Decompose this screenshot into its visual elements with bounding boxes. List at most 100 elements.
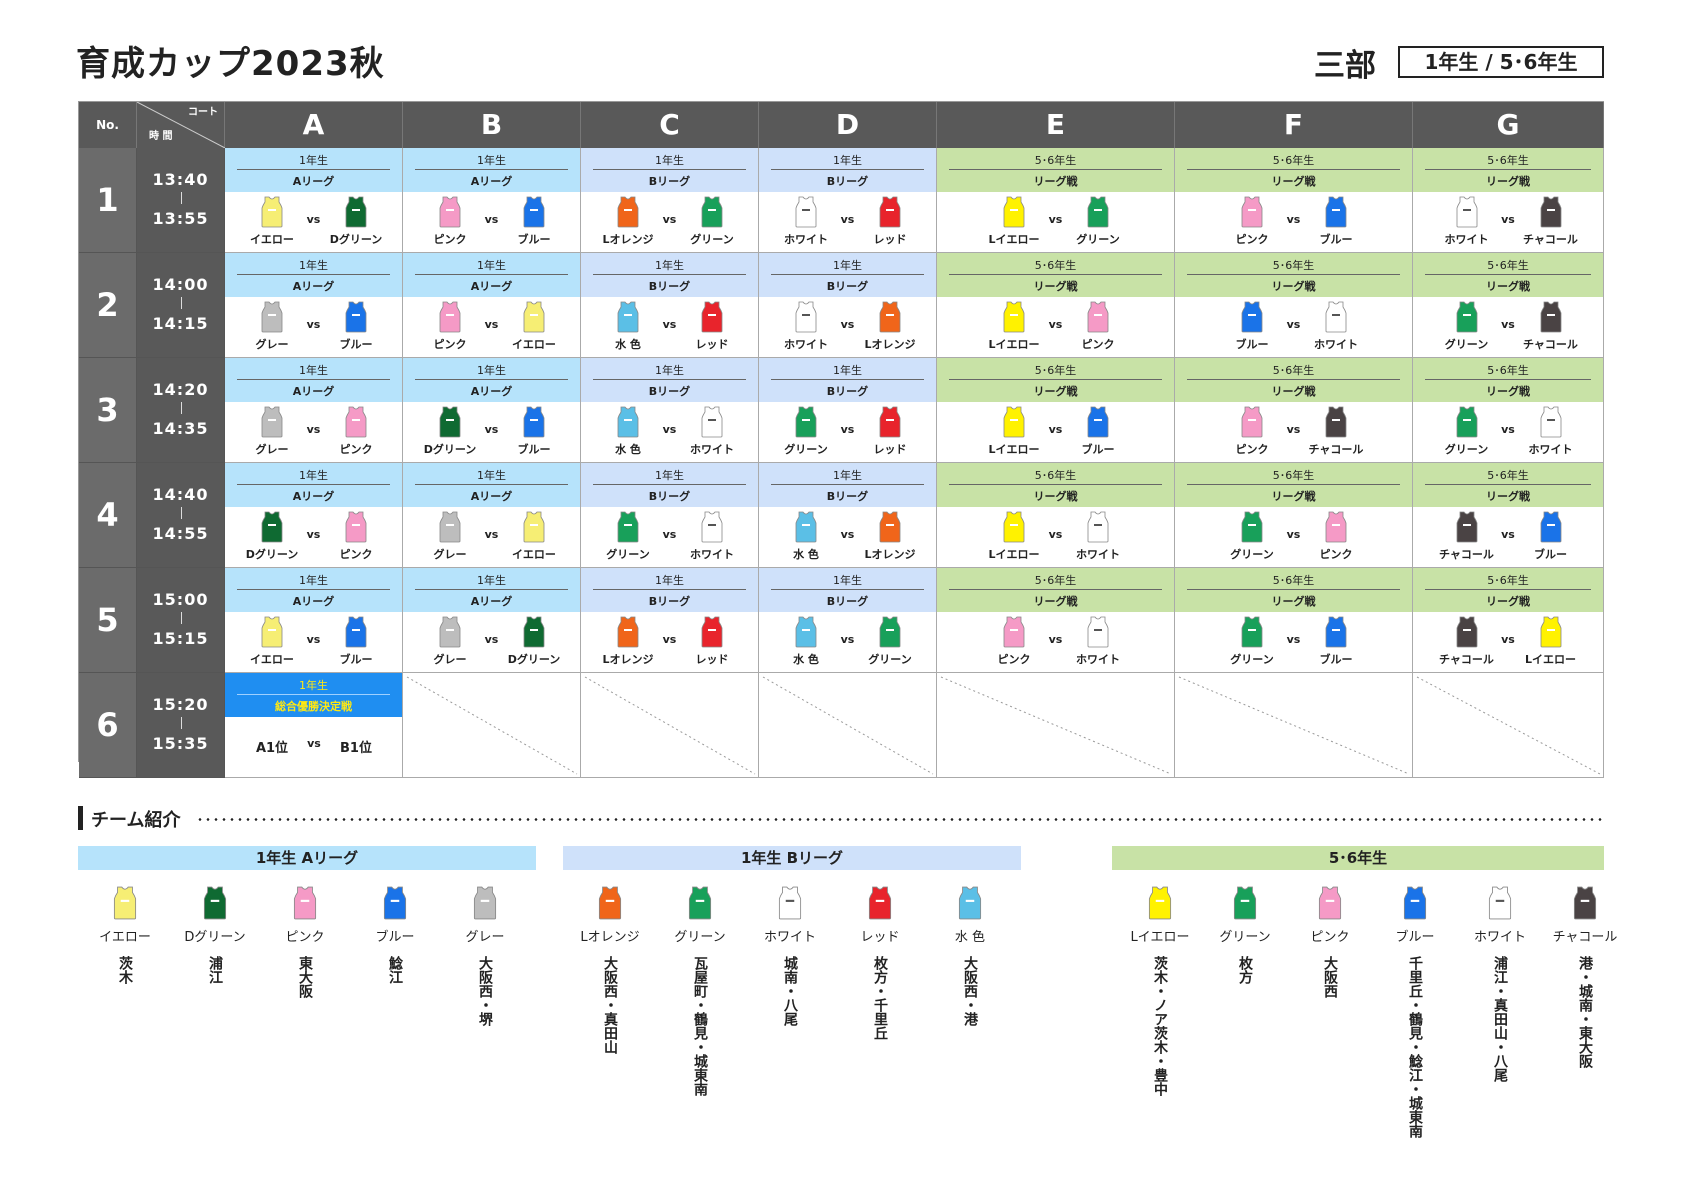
vs-label: vs [840, 633, 855, 646]
away-team-label: チャコール [1523, 338, 1578, 351]
away-bib-icon [344, 196, 368, 232]
league-band: 5･6年生 リーグ戦 [937, 148, 1174, 192]
match-cell: 5･6年生 リーグ戦 グリーン チャコール vs [1413, 253, 1604, 358]
match-cell: 1年生 Bリーグ水 色 Lオレンジ vs [759, 463, 937, 568]
away-bib-icon [522, 511, 546, 547]
away-bib-icon [700, 406, 724, 442]
end-time: 13:55 [152, 209, 209, 228]
team-bib-icon [292, 886, 318, 924]
home-bib-icon [260, 511, 284, 547]
home-bib-icon [1455, 616, 1479, 652]
grade-label: 5･6年生 [1272, 259, 1315, 272]
league-label: Bリーグ [826, 595, 869, 608]
away-team-label: レッド [695, 338, 729, 351]
home-bib-icon [260, 196, 284, 232]
empty-slot-diagonal [940, 676, 1172, 775]
league-label: Aリーグ [470, 490, 513, 503]
league-label: Bリーグ [826, 385, 869, 398]
away-bib-icon [522, 406, 546, 442]
vs-label: vs [1286, 528, 1301, 541]
band-divider [593, 589, 746, 590]
away-bib-icon [700, 301, 724, 337]
league-band: 5･6年生 リーグ戦 [1175, 148, 1412, 192]
vs-label: vs [1501, 318, 1515, 331]
match-cell: 1年生 Aリーグ イエロー ブルー vs [225, 568, 403, 673]
time-slot: 15:20 15:35 [137, 673, 225, 778]
team-schools: 茨木 [117, 956, 133, 984]
band-divider [237, 694, 390, 695]
away-team-label: ホワイト [1528, 443, 1573, 456]
vs-label: vs [306, 318, 321, 331]
band-divider [1425, 484, 1591, 485]
band-divider [1425, 379, 1591, 380]
league-label: Bリーグ [648, 490, 691, 503]
team-name: グリーン [674, 930, 726, 945]
home-team-label: ピンク [997, 653, 1031, 666]
away-bib-icon [1539, 616, 1563, 652]
band-divider [593, 484, 746, 485]
match-cell: 5･6年生 リーグ戦 ピンク ホワイト vs [937, 568, 1175, 673]
match-cell: 1年生 Bリーグ水 色 グリーン vs [759, 568, 937, 673]
vs-label: vs [840, 423, 855, 436]
grade-label: 5･6年生 [1487, 259, 1529, 272]
empty-slot-diagonal [1416, 676, 1601, 775]
match-cell: 1年生 Aリーグ グレー Dグリーン vs [403, 568, 581, 673]
team-bib-icon [112, 886, 138, 924]
band-divider [949, 589, 1162, 590]
team-bib-icon [597, 886, 623, 924]
team-name: Lイエロー [1130, 930, 1190, 945]
home-bib-icon [794, 301, 818, 337]
match-cell: 1年生 総合優勝決定戦 A1位 vs B1位 [225, 673, 403, 778]
band-divider [237, 484, 390, 485]
vs-label: vs [1286, 423, 1301, 436]
band-divider [1187, 274, 1400, 275]
away-bib-icon [1086, 406, 1110, 442]
home-team-label: Lイエロー [988, 338, 1040, 351]
team-bib-icon [957, 886, 983, 924]
league-band: 1年生 Bリーグ [581, 253, 758, 297]
band-divider [1425, 589, 1591, 590]
group-header: 1年生 Aリーグ [78, 846, 536, 870]
vs-label: vs [1048, 318, 1063, 331]
home-team-label: グリーン [1230, 548, 1274, 561]
league-band: 5･6年生 リーグ戦 [1413, 568, 1603, 612]
away-bib-icon [1324, 406, 1348, 442]
team-schools: 瓦屋町・鶴見・城東南 [692, 956, 708, 1096]
away-team-label: イエロー [512, 338, 556, 351]
match-cell: 5･6年生 リーグ戦 ピンク チャコール vs [1175, 358, 1413, 463]
league-band: 1年生 Aリーグ [403, 463, 580, 507]
match-cell: 1年生 Bリーグ グリーン ホワイト vs [581, 463, 759, 568]
match-cell [581, 673, 759, 778]
start-time: 14:00 [152, 275, 209, 294]
grade-label: 1年生 [833, 469, 862, 482]
home-team-label: Lイエロー [988, 443, 1040, 456]
team-schools: 大阪西 [1322, 956, 1338, 998]
league-band: 5･6年生 リーグ戦 [1175, 358, 1412, 402]
grade-label: 5･6年生 [1034, 154, 1077, 167]
home-bib-icon [1455, 406, 1479, 442]
away-team-label: ブルー [1534, 548, 1567, 561]
home-team-label: イエロー [250, 653, 294, 666]
grade-label: 1年生 [477, 574, 506, 587]
row-number: 5 [79, 568, 137, 673]
match-cell: 1年生 Aリーグ Dグリーン ブルー vs [403, 358, 581, 463]
away-team-label: ブルー [1319, 233, 1353, 246]
league-band: 1年生 Aリーグ [403, 568, 580, 612]
grade-label: 5･6年生 [1272, 154, 1315, 167]
band-divider [415, 274, 568, 275]
court-label: コート [188, 107, 218, 118]
home-bib-icon [1002, 406, 1026, 442]
grade-label: 1年生 [299, 154, 328, 167]
match-cell: 5･6年生 リーグ戦 Lイエロー ホワイト vs [937, 463, 1175, 568]
grade-label: 1年生 [833, 364, 862, 377]
grade-label: 1年生 [477, 364, 506, 377]
vs-label: vs [484, 633, 499, 646]
league-label: Aリーグ [470, 385, 513, 398]
team-bib-icon [1232, 886, 1258, 924]
grade-label: 5･6年生 [1034, 574, 1077, 587]
team-schools: 鯰江 [387, 956, 403, 984]
vs-label: vs [1048, 633, 1063, 646]
band-divider [1425, 274, 1591, 275]
away-team-label: ホワイト [1314, 338, 1358, 351]
league-band: 1年生 Bリーグ [581, 358, 758, 402]
